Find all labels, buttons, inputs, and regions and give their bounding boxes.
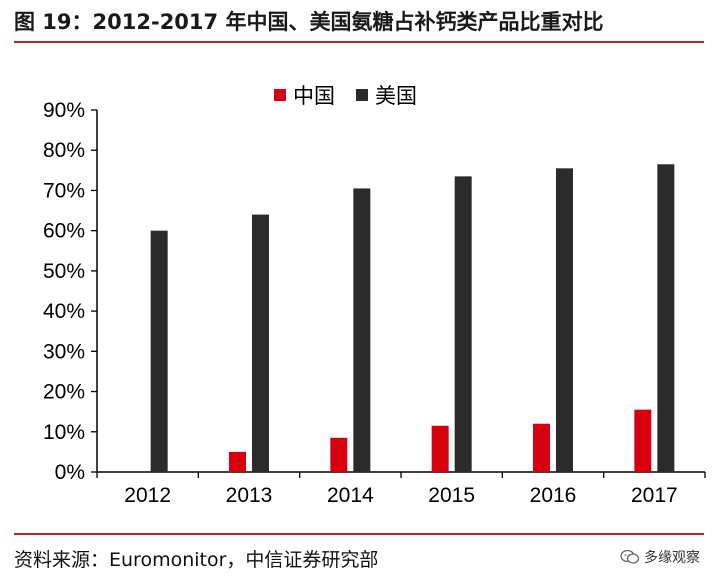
legend-label-usa: 美国 — [375, 85, 417, 108]
wechat-icon — [620, 549, 640, 564]
bar-usa — [150, 230, 168, 472]
title-divider — [14, 41, 704, 43]
bar-china — [431, 425, 449, 472]
chart-title: 图 19：2012-2017 年中国、美国氨糖占补钙类产品比重对比 — [14, 10, 604, 34]
y-tick-label: 20% — [43, 381, 85, 404]
legend: 中国 美国 — [274, 85, 417, 108]
x-tick-label: 2013 — [226, 484, 273, 507]
bar-usa — [556, 168, 573, 473]
bar-usa — [353, 188, 371, 472]
source-note: 资料来源：Euromonitor，中信证券研究部 — [14, 549, 379, 571]
legend-swatch-china — [274, 89, 286, 101]
y-tick-label: 70% — [43, 179, 85, 202]
y-tick-label: 0% — [55, 461, 85, 484]
bar-usa — [657, 164, 675, 473]
x-tick-label: 2017 — [631, 484, 678, 507]
bar-china — [533, 423, 550, 472]
y-tick-label: 30% — [43, 340, 85, 363]
legend-label-china: 中国 — [293, 85, 335, 108]
y-tick-label: 90% — [43, 99, 85, 122]
x-tick-label: 2015 — [428, 484, 475, 507]
bar-china — [229, 451, 246, 472]
y-tick-label: 10% — [43, 421, 85, 444]
bars — [150, 164, 675, 473]
bar-china — [634, 409, 652, 472]
y-tick-label: 40% — [43, 300, 85, 323]
watermark: 多缘观察 — [620, 547, 700, 567]
y-tick-label: 60% — [43, 220, 85, 243]
x-tick-label: 2014 — [327, 484, 374, 507]
bar-usa — [454, 176, 472, 472]
bar-chart: 中国 美国 0% 10% 20% 30% 40% 50% 60% 70% 80% 90% 2012 2… — [43, 85, 706, 507]
x-tick-label: 2012 — [124, 484, 171, 507]
axes: 0% 10% 20% 30% 40% 50% 60% 70% 80% 90% 2012 2013 201… — [43, 99, 706, 507]
y-tick-label: 80% — [43, 139, 85, 162]
x-tick-label: 2016 — [530, 484, 577, 507]
bar-china — [330, 437, 348, 472]
bar-usa — [252, 214, 269, 473]
watermark-text: 多缘观察 — [644, 550, 700, 566]
footer-divider — [14, 533, 704, 535]
legend-swatch-usa — [356, 89, 368, 101]
y-tick-label: 50% — [43, 260, 85, 283]
